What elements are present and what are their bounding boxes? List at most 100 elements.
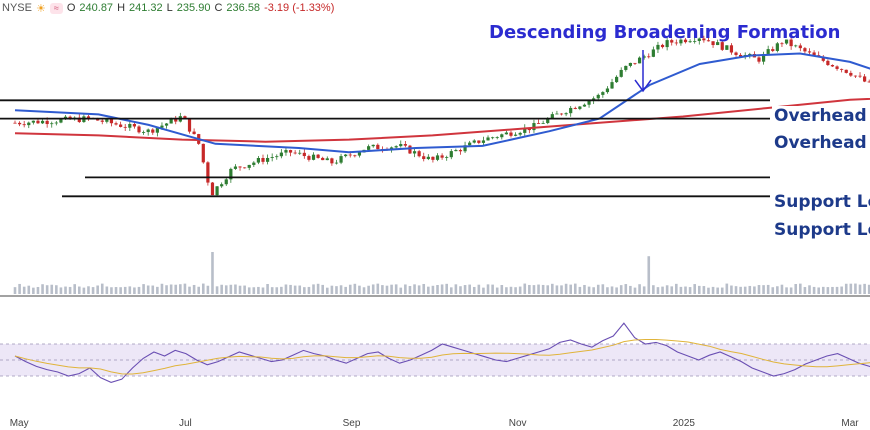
volume-bar xyxy=(661,286,664,294)
candle-body xyxy=(330,158,334,164)
candle-body xyxy=(220,184,224,187)
low-label: L xyxy=(166,2,173,14)
candle-body xyxy=(265,157,270,162)
volume-bar xyxy=(812,286,816,294)
volume-bar xyxy=(289,284,292,294)
candle-body xyxy=(596,94,600,99)
volume-bar xyxy=(684,286,687,294)
candle-body xyxy=(164,123,169,126)
candle-body xyxy=(45,120,49,125)
candle-body xyxy=(22,124,26,126)
volume-bar xyxy=(160,283,164,294)
candle-body xyxy=(348,154,352,156)
candle-body xyxy=(412,151,417,154)
volume-bar xyxy=(325,287,329,294)
candle-body xyxy=(500,134,504,138)
volume-bar xyxy=(114,287,118,294)
candle-body xyxy=(858,75,862,77)
candle-body xyxy=(114,123,118,125)
volume-bar xyxy=(753,286,756,294)
x-tick-label: Jul xyxy=(179,418,192,429)
low-value: 235.90 xyxy=(176,2,211,14)
candle-body xyxy=(670,40,674,43)
candle-body xyxy=(270,157,274,158)
volume-bar xyxy=(151,285,155,294)
candle-body xyxy=(215,186,219,196)
volume-bar xyxy=(629,285,632,294)
candle-body xyxy=(766,49,770,54)
volume-bar xyxy=(408,285,412,294)
candle-body xyxy=(725,45,729,50)
candle-body xyxy=(206,162,210,183)
candle-body xyxy=(288,150,293,153)
volume-bar xyxy=(532,285,536,294)
volume-bar xyxy=(367,285,370,294)
volume-bar xyxy=(757,285,761,294)
candle-body xyxy=(151,129,155,133)
volume-bar xyxy=(13,287,17,294)
volume-bar xyxy=(229,284,233,294)
candle-body xyxy=(307,156,311,160)
volume-bar xyxy=(789,287,793,294)
volume-bar xyxy=(307,286,311,294)
volume-bar xyxy=(390,284,393,294)
volume-bar xyxy=(64,286,67,294)
candle-body xyxy=(256,158,261,163)
candle-body xyxy=(36,120,40,124)
volume-bar xyxy=(642,286,646,294)
candle-body xyxy=(826,60,830,66)
horizontal-levels xyxy=(0,99,770,198)
volume-bar xyxy=(486,284,490,294)
candle-body xyxy=(160,125,164,128)
volume-bar xyxy=(707,287,710,294)
volume-bar xyxy=(762,285,765,294)
volume-bar xyxy=(344,286,347,294)
volume-bar xyxy=(215,286,219,294)
candle-body xyxy=(821,56,825,61)
volume-bar xyxy=(385,285,389,294)
volume-bar xyxy=(739,286,742,294)
volume-bar xyxy=(123,286,127,294)
volume-bar xyxy=(50,284,54,294)
candle-body xyxy=(569,107,573,114)
volume-bar xyxy=(362,287,366,294)
volume-bar xyxy=(730,285,733,294)
candle-body xyxy=(578,106,582,109)
volume-bar xyxy=(234,284,237,294)
candle-body xyxy=(86,116,91,119)
candle-body xyxy=(573,107,577,109)
arrow-head xyxy=(634,79,652,93)
candle-body xyxy=(559,113,564,115)
candle-body xyxy=(605,88,610,93)
volume-bar xyxy=(546,285,550,294)
volume-bar xyxy=(45,285,49,294)
candle-body xyxy=(587,100,591,105)
candle-body xyxy=(367,146,371,150)
candle-body xyxy=(550,114,554,119)
candle-body xyxy=(780,43,784,45)
candle-body xyxy=(40,120,45,124)
volume-bar xyxy=(316,283,320,294)
volume-bar xyxy=(73,284,77,294)
candle-body xyxy=(316,154,320,158)
volume-bar xyxy=(606,287,609,294)
candle-body xyxy=(771,49,775,51)
volume-bar xyxy=(702,286,706,294)
candle-body xyxy=(431,156,435,160)
volume-bar xyxy=(601,284,605,294)
volume-bar xyxy=(573,283,577,294)
candle-body xyxy=(224,179,228,185)
candle-body xyxy=(357,152,362,156)
volume-bar xyxy=(238,285,242,294)
volume-bar xyxy=(734,286,738,294)
candle-body xyxy=(647,56,651,58)
candle-body xyxy=(408,145,412,154)
candle-body xyxy=(660,44,665,48)
volume-bar xyxy=(96,285,99,294)
candle-body xyxy=(261,158,265,162)
candle-body xyxy=(642,56,646,58)
volume-bar xyxy=(303,287,306,294)
candle-body xyxy=(812,52,816,56)
volume-bar xyxy=(665,285,669,294)
candle-body xyxy=(54,122,58,124)
